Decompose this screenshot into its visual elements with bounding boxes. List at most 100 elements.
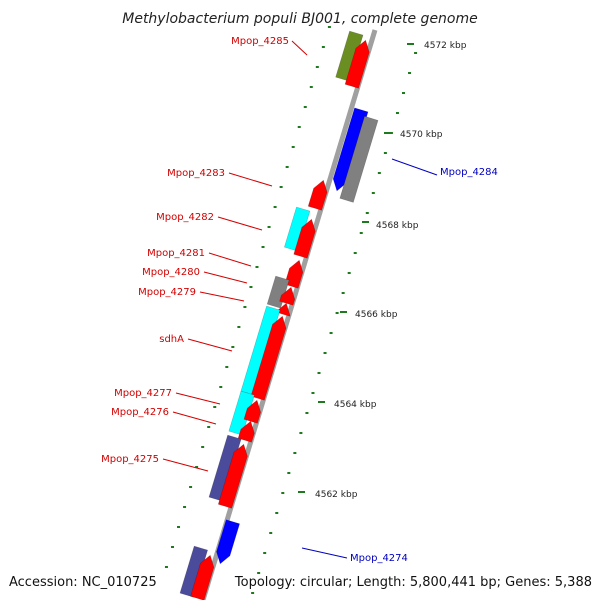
gene-label-mpop-4284[interactable]: Mpop_4284 [440, 167, 498, 178]
tick-mark [383, 151, 387, 154]
gene-feature[interactable] [284, 259, 304, 289]
tick-mark [213, 406, 217, 409]
accession-text: Accession: NC_010725 [9, 575, 157, 590]
gene-feature[interactable] [339, 115, 379, 203]
gene-feature[interactable] [179, 545, 208, 598]
tick-mark [257, 572, 261, 574]
map-title: Methylobacterium populi BJ001, complete … [122, 11, 478, 27]
scale-tick [318, 401, 325, 403]
tick-marks-outer [251, 51, 418, 594]
tick-mark [170, 546, 174, 548]
tick-mark [225, 366, 229, 369]
tick-mark [189, 486, 193, 489]
tick-mark [317, 371, 321, 374]
scale-label-4572: 4572 kbp [424, 41, 467, 51]
gene-feature[interactable] [250, 315, 287, 401]
gene-features [179, 30, 379, 600]
tick-mark [261, 246, 265, 249]
label-leader-line [175, 392, 221, 405]
tick-mark [329, 331, 333, 334]
tick-mark [311, 391, 315, 394]
tick-mark [243, 306, 247, 309]
scale-tick [298, 491, 305, 493]
tick-mark [231, 346, 235, 349]
gene-label-mpop-4279[interactable]: Mpop_4279 [138, 287, 196, 298]
tick-mark [371, 191, 375, 194]
tick-mark [359, 231, 363, 234]
gene-label-mpop-4281[interactable]: Mpop_4281 [147, 248, 205, 259]
gene-label-sdha[interactable]: sdhA [159, 334, 184, 345]
tick-mark [341, 291, 345, 294]
label-leader-line [301, 547, 348, 559]
gene-label-mpop-4285[interactable]: Mpop_4285 [231, 36, 289, 47]
gene-feature[interactable] [217, 443, 248, 509]
tick-mark [273, 206, 277, 209]
gene-label-mpop-4283[interactable]: Mpop_4283 [167, 168, 225, 179]
tick-mark [285, 166, 289, 169]
tick-mark [263, 552, 267, 554]
tick-mark [249, 286, 253, 289]
tick-mark [164, 566, 168, 568]
gene-label-mpop-4282[interactable]: Mpop_4282 [156, 212, 214, 223]
gene-feature[interactable] [332, 107, 369, 192]
tick-mark [353, 251, 357, 254]
label-leader-line [162, 458, 209, 472]
tick-mark [305, 411, 309, 414]
label-leader-line [228, 172, 273, 187]
gene-label-mpop-4275[interactable]: Mpop_4275 [101, 454, 159, 465]
tick-mark [287, 471, 291, 474]
gene-feature[interactable] [237, 420, 255, 443]
genome-summary-text: Topology: circular; Length: 5,800,441 bp… [234, 575, 592, 590]
label-leader-line [203, 271, 248, 284]
gene-label-mpop-4280[interactable]: Mpop_4280 [142, 267, 200, 278]
label-leader-line [217, 216, 263, 231]
tick-mark [255, 266, 259, 269]
scale-label-4570: 4570 kbp [400, 130, 443, 140]
tick-mark [309, 86, 313, 89]
gene-feature[interactable] [243, 399, 262, 424]
tick-mark [297, 126, 301, 129]
gene-feature[interactable] [279, 286, 296, 306]
scale-tick [362, 221, 369, 223]
tick-mark [414, 51, 418, 54]
tick-mark [293, 451, 297, 454]
tick-mark [401, 91, 405, 94]
scale-major-ticks [298, 43, 414, 493]
tick-mark [347, 271, 351, 274]
tick-mark [195, 466, 199, 469]
tick-mark [251, 592, 255, 594]
tick-mark [299, 431, 303, 434]
tick-mark [323, 351, 327, 354]
scale-tick [407, 43, 414, 45]
tick-marks-inner [164, 26, 331, 568]
tick-mark [315, 66, 319, 69]
gene-feature[interactable] [293, 218, 316, 259]
tick-mark [219, 386, 223, 389]
gene-feature[interactable] [307, 179, 328, 211]
label-leader-lines [162, 40, 438, 559]
tick-mark [395, 111, 399, 114]
gene-label-mpop-4274[interactable]: Mpop_4274 [350, 553, 408, 564]
gene-feature[interactable] [190, 554, 215, 600]
scale-label-4562: 4562 kbp [315, 490, 358, 500]
label-leader-line [208, 252, 252, 267]
gene-label-mpop-4277[interactable]: Mpop_4277 [114, 388, 172, 399]
label-leader-line [199, 291, 245, 302]
gene-feature[interactable] [216, 519, 240, 565]
tick-mark [177, 526, 181, 528]
gene-feature[interactable] [344, 39, 370, 89]
tick-mark [281, 491, 285, 494]
scale-tick [340, 311, 347, 313]
label-leader-line [187, 338, 233, 352]
label-leader-line [391, 158, 438, 176]
tick-mark [237, 326, 241, 329]
label-leader-line [291, 40, 308, 56]
tick-mark [275, 511, 279, 514]
tick-mark [279, 186, 283, 189]
gene-label-mpop-4276[interactable]: Mpop_4276 [111, 407, 169, 418]
tick-mark [291, 146, 295, 149]
tick-mark [303, 106, 307, 109]
tick-mark [201, 446, 205, 449]
